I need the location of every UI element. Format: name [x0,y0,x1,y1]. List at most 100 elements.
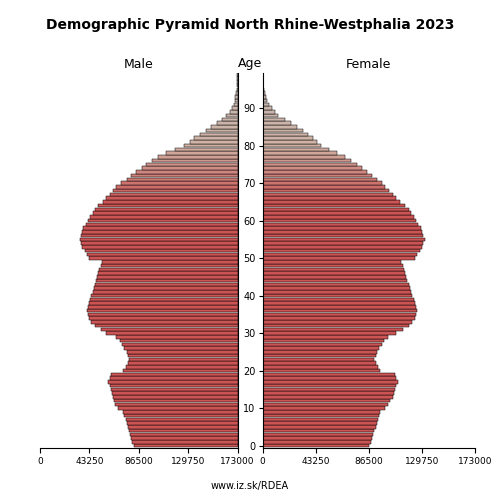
Bar [98,204,237,208]
Bar [262,212,411,215]
Bar [262,358,374,361]
Bar [236,92,238,95]
Bar [262,264,402,268]
Bar [222,118,238,121]
Bar [262,208,408,211]
Text: Age: Age [238,57,262,70]
Bar [262,290,411,294]
Bar [184,144,238,148]
Bar [262,166,362,170]
Bar [262,286,410,290]
Bar [262,84,264,87]
Bar [262,272,405,275]
Bar [226,114,237,117]
Bar [262,174,372,178]
Bar [262,114,278,117]
Bar [262,294,412,298]
Bar [127,422,238,425]
Bar [262,384,396,388]
Bar [262,410,380,414]
Bar [262,346,379,350]
Bar [262,118,284,121]
Bar [262,226,421,230]
Bar [262,219,416,222]
Bar [136,170,238,173]
Bar [92,294,238,298]
Bar [262,440,370,444]
Bar [262,129,303,132]
Bar [96,279,238,282]
Bar [114,399,238,402]
Bar [262,414,379,418]
Bar [234,99,238,102]
Bar [262,252,418,256]
Bar [232,106,237,110]
Bar [262,162,357,166]
Bar [262,260,402,264]
Bar [262,245,422,248]
Bar [146,162,238,166]
Bar [262,316,415,320]
Bar [262,88,264,91]
Bar [110,376,238,380]
Bar [89,256,238,260]
Bar [116,402,238,406]
Bar [262,189,389,192]
Bar [236,88,238,91]
Bar [88,219,238,222]
Bar [174,148,238,151]
Bar [86,222,237,226]
Title: Male: Male [124,58,154,71]
Bar [262,380,398,384]
Bar [124,410,238,414]
Bar [128,362,238,365]
Bar [84,249,237,252]
Bar [100,268,237,271]
Bar [82,230,237,234]
Bar [211,125,238,128]
Bar [262,125,297,128]
Bar [128,354,238,358]
Bar [262,324,408,328]
Bar [262,282,408,286]
Bar [110,192,238,196]
Bar [262,425,376,428]
Bar [262,275,406,278]
Bar [118,406,238,410]
Bar [262,222,418,226]
Bar [262,332,396,335]
Bar [206,129,238,132]
Bar [113,189,238,192]
Bar [262,204,405,208]
Bar [262,406,386,410]
Bar [262,422,376,425]
Bar [262,444,370,448]
Bar [132,440,238,444]
Text: www.iz.sk/RDEA: www.iz.sk/RDEA [211,481,289,491]
Bar [127,350,238,354]
Bar [262,132,308,136]
Bar [230,110,237,114]
Bar [124,414,238,418]
Bar [80,238,237,241]
Bar [95,208,238,211]
Bar [262,144,322,148]
Bar [262,328,402,331]
Bar [81,242,237,245]
Bar [132,436,238,440]
Bar [262,402,388,406]
Bar [90,215,238,218]
Title: Female: Female [346,58,392,71]
Bar [108,380,238,384]
Bar [262,392,394,395]
Bar [121,182,238,185]
Bar [100,328,237,331]
Bar [126,418,238,421]
Bar [262,215,414,218]
Bar [262,279,408,282]
Bar [262,436,372,440]
Bar [262,80,263,84]
Bar [88,312,238,316]
Bar [95,282,238,286]
Bar [262,200,400,203]
